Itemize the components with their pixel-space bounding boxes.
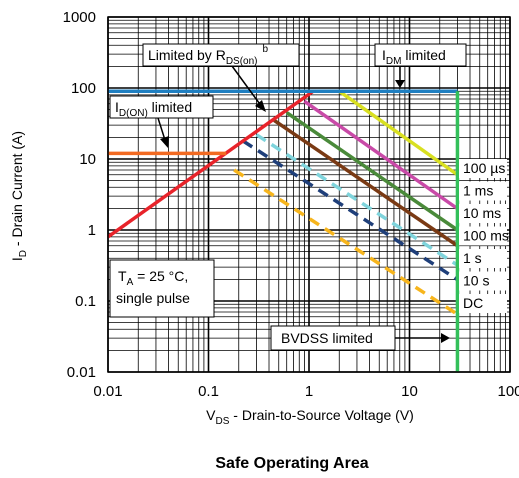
rds-limit-arrowhead	[255, 100, 266, 112]
y-tick-label: 1000	[63, 9, 96, 26]
series-label-layer: 100 µs 1 ms 10 ms 100 ms 1 s 10 s DC	[459, 159, 509, 313]
series-line-100-ms	[273, 118, 459, 248]
bvdss-limit-box	[270, 325, 396, 351]
series-line-10-s	[241, 139, 459, 282]
rds-limit-label: Limited by RDS(on)b	[148, 44, 269, 67]
y-tick-label: 0.1	[75, 293, 96, 310]
idm-limit-label: IDM limited	[382, 47, 446, 67]
ta-label-line2: single pulse	[116, 290, 190, 306]
y-axis-label: ID - Drain Current (A)	[9, 131, 29, 261]
series-label-bg	[459, 181, 507, 201]
x-tick-label: 1	[305, 383, 313, 400]
plot-frame	[107, 16, 511, 373]
x-tick-label: 10	[401, 383, 418, 400]
idon-limit-box	[109, 95, 214, 119]
series-line-1-s	[255, 133, 459, 267]
bvdss-limit-label: BVDSS limited	[281, 330, 373, 346]
series-label-bg	[459, 226, 507, 246]
rds-limit-box	[142, 43, 300, 67]
series-label: 1 s	[463, 250, 482, 266]
series-label: 100 µs	[463, 160, 505, 176]
series-label-bg	[459, 294, 507, 313]
series-label: 100 ms	[463, 228, 509, 244]
series-label-bg	[459, 204, 507, 223]
ta-box	[109, 259, 215, 318]
series-layer	[106, 89, 460, 372]
rds-limit-arrow-line	[231, 65, 263, 108]
chart-title: Safe Operating Area	[215, 455, 368, 472]
x-tick-label: 0.1	[198, 383, 219, 400]
ta-label-line1: TA = 25 °C,	[118, 268, 188, 288]
idon-limit-arrowhead	[160, 136, 169, 148]
y-tick-label: 1	[88, 222, 96, 239]
idon-limit-label: ID(ON) limited	[115, 99, 192, 119]
series-label-bg	[459, 159, 507, 178]
series-label: 1 ms	[463, 183, 493, 199]
series-line-limited-by-rds-on-	[106, 89, 315, 239]
series-label-bg	[459, 249, 507, 268]
series-line-1-ms	[303, 99, 459, 211]
y-tick-label: 10	[79, 151, 96, 168]
x-tick-label: 100	[497, 383, 519, 400]
x-axis-label: VDS - Drain-to-Source Voltage (V)	[206, 407, 414, 427]
series-label: 10 s	[463, 273, 489, 289]
bvdss-limit-arrowhead	[441, 333, 450, 343]
y-tick-label: 0.01	[67, 364, 96, 381]
idon-limit-arrow-line	[157, 117, 166, 141]
series-line-10-ms	[285, 111, 459, 232]
series-line-dc	[233, 168, 459, 316]
y-tick-label: 100	[71, 80, 96, 97]
idm-limit-box	[374, 43, 467, 67]
series-label-bg	[459, 271, 507, 291]
series-line-100-s	[338, 89, 459, 177]
x-tick-label: 0.01	[93, 383, 122, 400]
tick-layer: 0.01 0.1 1 10 100 0.01 0.1 1 10 100 1000	[63, 9, 519, 400]
idm-limit-arrowhead	[395, 80, 405, 88]
series-label: DC	[463, 295, 483, 311]
series-label: 10 ms	[463, 205, 501, 221]
